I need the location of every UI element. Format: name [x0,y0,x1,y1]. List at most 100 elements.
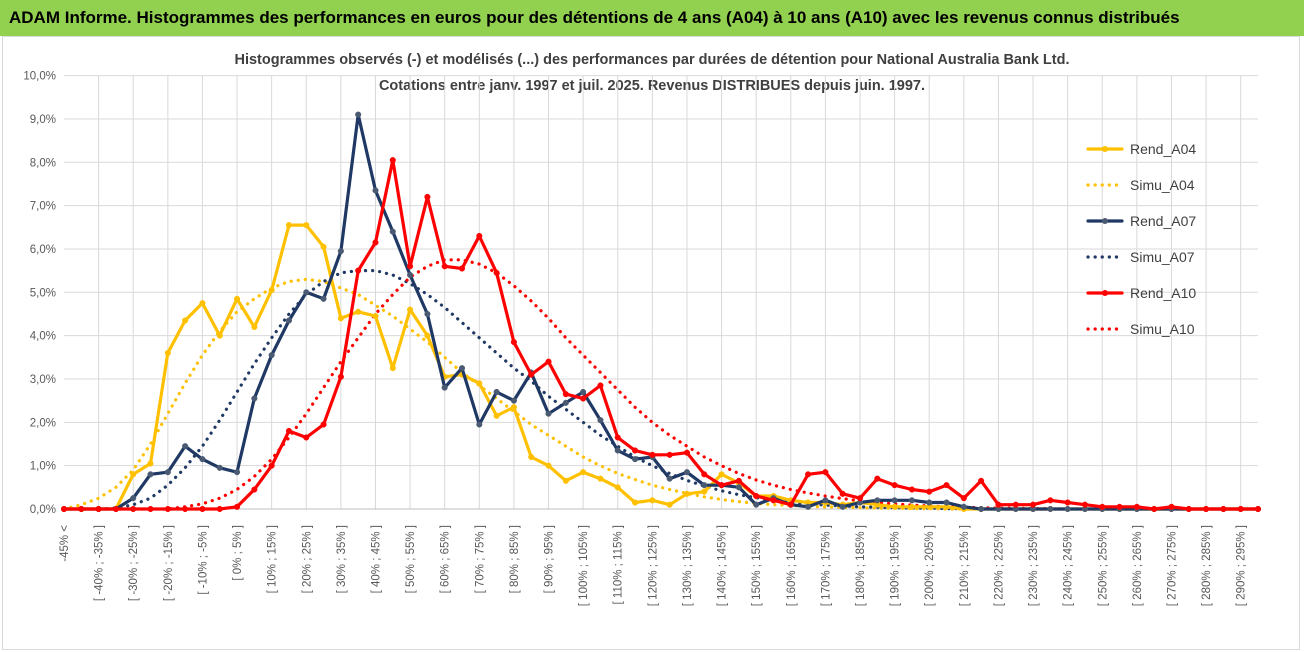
data-point [753,492,760,500]
data-point [1185,505,1192,513]
data-point [268,462,275,469]
data-point [337,315,344,322]
data-point [856,495,864,502]
data-point [1254,505,1262,513]
x-tick-label: [ -40% ; -35% ] [94,525,106,601]
data-point [874,497,881,504]
data-point [285,317,293,324]
y-tick-label: 4,0% [30,331,56,343]
data-point [891,482,898,489]
data-point [787,501,794,508]
legend-marker [1102,290,1108,296]
data-point [268,352,275,359]
data-point [839,490,846,497]
data-point [182,317,189,324]
data-point [458,365,466,372]
data-point [770,497,777,504]
series-line-simu_a10 [62,258,1260,511]
data-point [631,499,639,506]
data-point [1064,499,1071,506]
data-point [839,503,846,510]
data-point [683,490,691,497]
data-point [562,399,569,406]
data-point [147,505,154,513]
data-point [251,395,258,402]
data-point [1168,503,1175,510]
y-tick-label: 8,0% [30,157,56,169]
data-point [389,157,396,164]
data-point [649,497,656,504]
data-point [1064,505,1071,513]
data-point [424,193,431,201]
data-point [372,239,379,246]
data-point [251,323,258,331]
data-point [580,388,587,396]
data-point [164,469,171,476]
legend-marker [1102,218,1108,224]
data-point [718,471,725,478]
x-tick-label: [ 230% ; 235% ] [1028,525,1040,606]
data-point [199,300,206,307]
data-point [164,505,171,513]
data-point [805,503,812,510]
data-point [493,412,500,419]
data-point [510,404,517,411]
x-tick-label: [ 280% ; 285% ] [1201,525,1213,606]
x-tick-label: [ 260% ; 265% ] [1132,525,1144,606]
data-point [1220,505,1227,513]
x-tick-label: [ 30% ; 35% ] [336,525,348,593]
data-point [908,503,915,510]
data-point [216,464,223,471]
x-tick-label: [ 20% ; 25% ] [301,525,313,593]
data-point [631,447,639,454]
y-tick-label: 6,0% [30,244,56,256]
x-tick-label: [ 60% ; 65% ] [440,525,452,593]
data-point [285,222,293,229]
data-point [562,477,569,484]
data-point [337,248,344,255]
x-tick-label: [ 210% ; 215% ] [959,525,971,606]
legend-label: Simu_A07 [1130,249,1195,265]
data-point [112,505,119,513]
series-line-simu_a04 [62,277,1260,511]
data-point [943,482,950,489]
legend: Rend_A04 Simu_A04 Rend_A07 Simu_A07 Rend_A10… [1086,141,1196,337]
data-point [753,501,760,508]
data-point [320,243,327,250]
x-tick-label: -45% < [59,525,71,562]
legend-label: Rend_A04 [1130,141,1196,157]
data-point [424,310,431,318]
x-tick-label: [ -20% ; -15% ] [163,525,175,601]
x-tick-label: [ -30% ; -25% ] [128,525,140,601]
x-tick-label: [ 110% ; 115% ] [613,525,625,604]
data-point [1099,503,1106,510]
x-tick-label: [ 140% ; 145% ] [717,525,729,606]
data-point [476,380,483,387]
data-point [926,488,933,495]
data-point [285,427,293,435]
data-point [303,289,310,296]
data-point [1047,497,1054,504]
x-axis-labels: -45% < [ -40% ; -35% ] [ -30% ; -25% ] [ -2… [59,525,1248,606]
x-tick-label: [ 150% ; 155% ] [751,525,763,606]
data-point [701,471,708,478]
data-point [943,499,950,506]
data-point [683,449,691,456]
data-point [320,295,327,302]
data-point [545,410,552,417]
legend-label: Simu_A04 [1130,177,1195,193]
data-point [510,397,517,404]
x-tick-label: [ 270% ; 275% ] [1166,525,1178,606]
data-point [355,111,362,118]
data-point [735,477,742,484]
x-tick-label: [ 180% ; 185% ] [855,525,867,606]
data-point [631,456,639,463]
data-point [303,434,310,441]
data-point [372,187,379,194]
data-point [303,222,310,229]
data-point [407,263,414,270]
x-tick-label: [ 200% ; 205% ] [924,525,936,606]
data-point [891,497,898,504]
data-point [562,391,569,398]
data-point [614,434,621,441]
